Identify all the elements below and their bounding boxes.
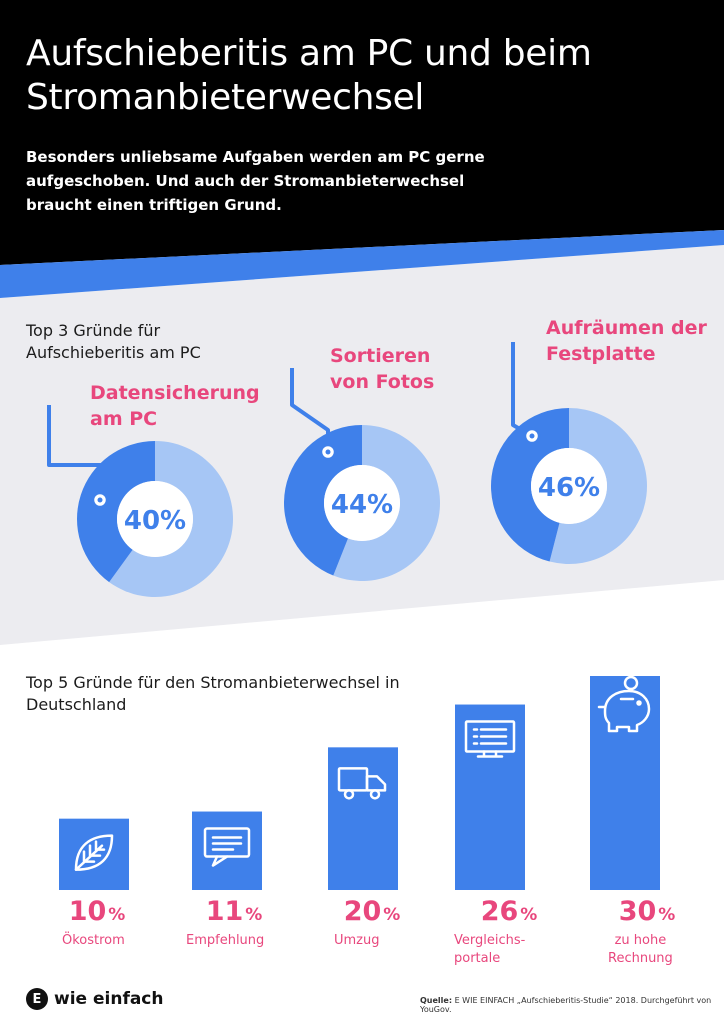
donut-hole (117, 481, 193, 557)
page-subtitle: Besonders unliebsame Aufgaben werden am … (26, 148, 485, 214)
bar-label-rechnung: zu hohe Rechnung (608, 933, 673, 966)
bar-value-vergleichsportale: 26% (480, 896, 538, 927)
blue-stripe (0, 230, 724, 298)
bar-label-vergleichsportale: Vergleichs- portale (454, 933, 526, 966)
bar-label-empfehlung: Empfehlung (186, 933, 265, 948)
bar-value-oekostrom: 10% (68, 896, 126, 927)
donut-value-label: 40% (124, 506, 186, 536)
brand-badge: E (26, 988, 48, 1010)
bar-value-umzug: 20% (343, 896, 401, 927)
donut-label-aufraeumen: Aufräumen der Festplatte (546, 317, 707, 365)
donut-value-segment (76, 441, 155, 583)
monitor-icon (464, 720, 516, 758)
donut-rest-segment (549, 408, 647, 564)
donut-section-title: Top 3 Gründe für Aufschieberitis am PC (26, 321, 201, 362)
bar-label-oekostrom: Ökostrom (62, 933, 125, 948)
brand-logo: E wie einfach (26, 988, 164, 1010)
piggy-bank-icon (597, 675, 651, 733)
speech-bubble-icon (203, 827, 251, 867)
source-note: Quelle: E WIE EINFACH „Aufschieberitis-S… (420, 996, 712, 1014)
donut-value-label: 46% (538, 473, 600, 503)
page-title: Aufschieberitis am PC und beim Stromanbi… (26, 33, 592, 118)
leaf-icon (74, 834, 114, 871)
donut-1: 40% (47, 405, 233, 597)
leader-line (290, 368, 330, 452)
donut-label-sortieren: Sortieren von Fotos (330, 345, 435, 393)
donut-value-segment (283, 425, 362, 576)
leader-dot-center (325, 449, 331, 455)
bar-4 (455, 704, 525, 890)
donut-label-datensicherung: Datensicherung am PC (90, 382, 260, 430)
donut-3: 46% (490, 342, 647, 564)
dark-header (0, 0, 724, 265)
leader-dot-center (97, 497, 103, 503)
bar-section-title: Top 5 Gründe für den Stromanbieterwechse… (26, 673, 400, 714)
donut-2: 44% (283, 368, 440, 581)
bar-2 (192, 811, 262, 890)
donut-hole (531, 448, 607, 524)
donut-rest-segment (109, 441, 233, 597)
bar-value-rechnung: 30% (618, 896, 676, 927)
brand-name: wie einfach (54, 989, 164, 1009)
donut-value-label: 44% (331, 490, 393, 520)
bar-label-umzug: Umzug (334, 933, 380, 948)
bar-value-empfehlung: 11% (205, 896, 263, 927)
donut-rest-segment (333, 425, 440, 581)
bar-1 (59, 818, 129, 890)
donut-value-segment (490, 408, 569, 562)
bar-3 (328, 747, 398, 890)
donut-hole (324, 465, 400, 541)
leader-dot-center (529, 433, 535, 439)
leader-line (47, 405, 102, 500)
truck-icon (337, 767, 387, 800)
bar-5 (590, 675, 660, 890)
